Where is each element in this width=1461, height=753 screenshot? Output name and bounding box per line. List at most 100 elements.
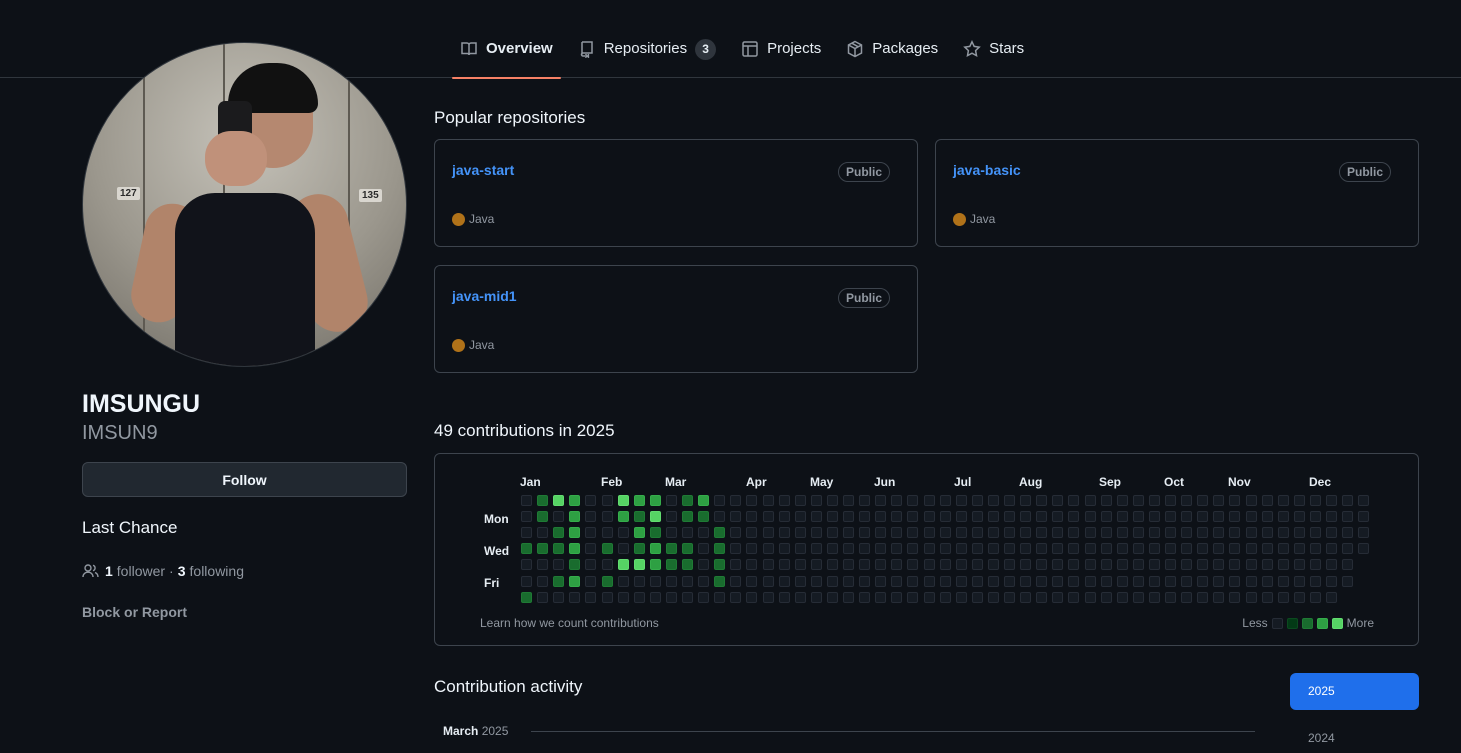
contribution-day-cell[interactable] xyxy=(987,527,999,539)
contribution-day-cell[interactable] xyxy=(730,511,742,523)
contribution-day-cell[interactable] xyxy=(859,591,871,603)
contribution-day-cell[interactable] xyxy=(1181,543,1193,555)
contribution-day-cell[interactable] xyxy=(682,543,693,555)
contribution-day-cell[interactable] xyxy=(971,527,983,539)
contribution-day-cell[interactable] xyxy=(1020,511,1032,523)
contribution-day-cell[interactable] xyxy=(810,495,822,506)
contribution-day-cell[interactable] xyxy=(923,511,935,523)
contribution-day-cell[interactable] xyxy=(859,575,871,587)
contribution-day-cell[interactable] xyxy=(1084,575,1096,587)
contribution-day-cell[interactable] xyxy=(1181,511,1193,523)
contribution-day-cell[interactable] xyxy=(1309,591,1321,603)
contribution-day-cell[interactable] xyxy=(1052,511,1064,523)
contribution-day-cell[interactable] xyxy=(907,511,919,523)
contribution-day-cell[interactable] xyxy=(585,527,597,539)
contribution-day-cell[interactable] xyxy=(1277,495,1289,506)
contribution-day-cell[interactable] xyxy=(971,495,983,506)
contribution-day-cell[interactable] xyxy=(891,575,903,587)
contribution-day-cell[interactable] xyxy=(907,543,919,555)
contribution-day-cell[interactable] xyxy=(1148,559,1160,571)
contribution-day-cell[interactable] xyxy=(569,591,581,603)
contribution-day-cell[interactable] xyxy=(762,591,774,603)
contribution-day-cell[interactable] xyxy=(1036,543,1048,555)
contribution-day-cell[interactable] xyxy=(859,495,871,506)
contribution-day-cell[interactable] xyxy=(1100,559,1112,571)
contribution-day-cell[interactable] xyxy=(762,559,774,571)
contribution-day-cell[interactable] xyxy=(665,559,677,571)
contribution-day-cell[interactable] xyxy=(859,543,871,555)
contribution-day-cell[interactable] xyxy=(1132,543,1144,555)
contribution-day-cell[interactable] xyxy=(1181,559,1193,571)
contribution-day-cell[interactable] xyxy=(553,543,565,555)
contribution-day-cell[interactable] xyxy=(553,511,565,523)
contribution-day-cell[interactable] xyxy=(907,559,919,571)
contribution-day-cell[interactable] xyxy=(1084,559,1096,571)
contribution-day-cell[interactable] xyxy=(1052,591,1064,603)
contribution-day-cell[interactable] xyxy=(891,527,903,539)
contribution-day-cell[interactable] xyxy=(907,495,919,506)
contribution-day-cell[interactable] xyxy=(1229,559,1241,571)
contribution-day-cell[interactable] xyxy=(955,543,967,555)
contribution-day-cell[interactable] xyxy=(1100,527,1112,539)
contribution-day-cell[interactable] xyxy=(521,591,532,603)
contribution-day-cell[interactable] xyxy=(617,543,629,555)
contribution-day-cell[interactable] xyxy=(617,591,629,603)
contribution-day-cell[interactable] xyxy=(601,511,613,523)
contribution-day-cell[interactable] xyxy=(1100,511,1112,523)
contribution-day-cell[interactable] xyxy=(617,511,629,523)
contribution-day-cell[interactable] xyxy=(1148,543,1160,555)
contribution-day-cell[interactable] xyxy=(891,511,903,523)
contribution-day-cell[interactable] xyxy=(1229,495,1241,506)
contribution-day-cell[interactable] xyxy=(1004,591,1015,603)
contribution-day-cell[interactable] xyxy=(730,527,742,539)
contribution-day-cell[interactable] xyxy=(955,591,967,603)
contribution-day-cell[interactable] xyxy=(1068,591,1080,603)
contribution-day-cell[interactable] xyxy=(553,495,565,506)
contribution-day-cell[interactable] xyxy=(1068,495,1080,506)
contribution-day-cell[interactable] xyxy=(794,575,806,587)
contribution-day-cell[interactable] xyxy=(1245,511,1257,523)
contribution-day-cell[interactable] xyxy=(1052,559,1064,571)
contribution-day-cell[interactable] xyxy=(794,511,806,523)
contribution-day-cell[interactable] xyxy=(537,543,549,555)
contribution-day-cell[interactable] xyxy=(537,495,549,506)
contribution-day-cell[interactable] xyxy=(633,559,645,571)
contribution-day-cell[interactable] xyxy=(1165,495,1176,506)
contribution-day-cell[interactable] xyxy=(762,543,774,555)
contribution-day-cell[interactable] xyxy=(1293,511,1305,523)
contribution-day-cell[interactable] xyxy=(1004,495,1015,506)
contribution-day-cell[interactable] xyxy=(1309,511,1321,523)
contribution-day-cell[interactable] xyxy=(955,527,967,539)
contribution-day-cell[interactable] xyxy=(1245,495,1257,506)
contribution-day-cell[interactable] xyxy=(1148,527,1160,539)
contribution-day-cell[interactable] xyxy=(826,511,838,523)
contribution-day-cell[interactable] xyxy=(810,591,822,603)
contribution-day-cell[interactable] xyxy=(907,527,919,539)
contribution-day-cell[interactable] xyxy=(1100,575,1112,587)
contribution-day-cell[interactable] xyxy=(682,559,693,571)
contribution-day-cell[interactable] xyxy=(794,591,806,603)
contribution-day-cell[interactable] xyxy=(939,575,951,587)
contribution-day-cell[interactable] xyxy=(810,527,822,539)
contribution-day-cell[interactable] xyxy=(553,591,565,603)
contribution-day-cell[interactable] xyxy=(1116,543,1128,555)
following-count[interactable]: 3 xyxy=(177,563,186,579)
contribution-day-cell[interactable] xyxy=(1309,527,1321,539)
contribution-day-cell[interactable] xyxy=(649,511,661,523)
contribution-day-cell[interactable] xyxy=(714,559,726,571)
contribution-day-cell[interactable] xyxy=(1358,511,1370,523)
contribution-day-cell[interactable] xyxy=(1004,543,1015,555)
contribution-day-cell[interactable] xyxy=(1261,543,1273,555)
contribution-day-cell[interactable] xyxy=(1197,591,1209,603)
contribution-day-cell[interactable] xyxy=(859,511,871,523)
contribution-day-cell[interactable] xyxy=(1342,559,1354,571)
contribution-day-cell[interactable] xyxy=(585,591,597,603)
contribution-day-cell[interactable] xyxy=(1068,527,1080,539)
contribution-day-cell[interactable] xyxy=(1293,575,1305,587)
contribution-day-cell[interactable] xyxy=(585,511,597,523)
contribution-day-cell[interactable] xyxy=(1261,559,1273,571)
contribution-day-cell[interactable] xyxy=(923,527,935,539)
contribution-day-cell[interactable] xyxy=(762,495,774,506)
contribution-day-cell[interactable] xyxy=(1326,591,1337,603)
contribution-day-cell[interactable] xyxy=(1261,527,1273,539)
